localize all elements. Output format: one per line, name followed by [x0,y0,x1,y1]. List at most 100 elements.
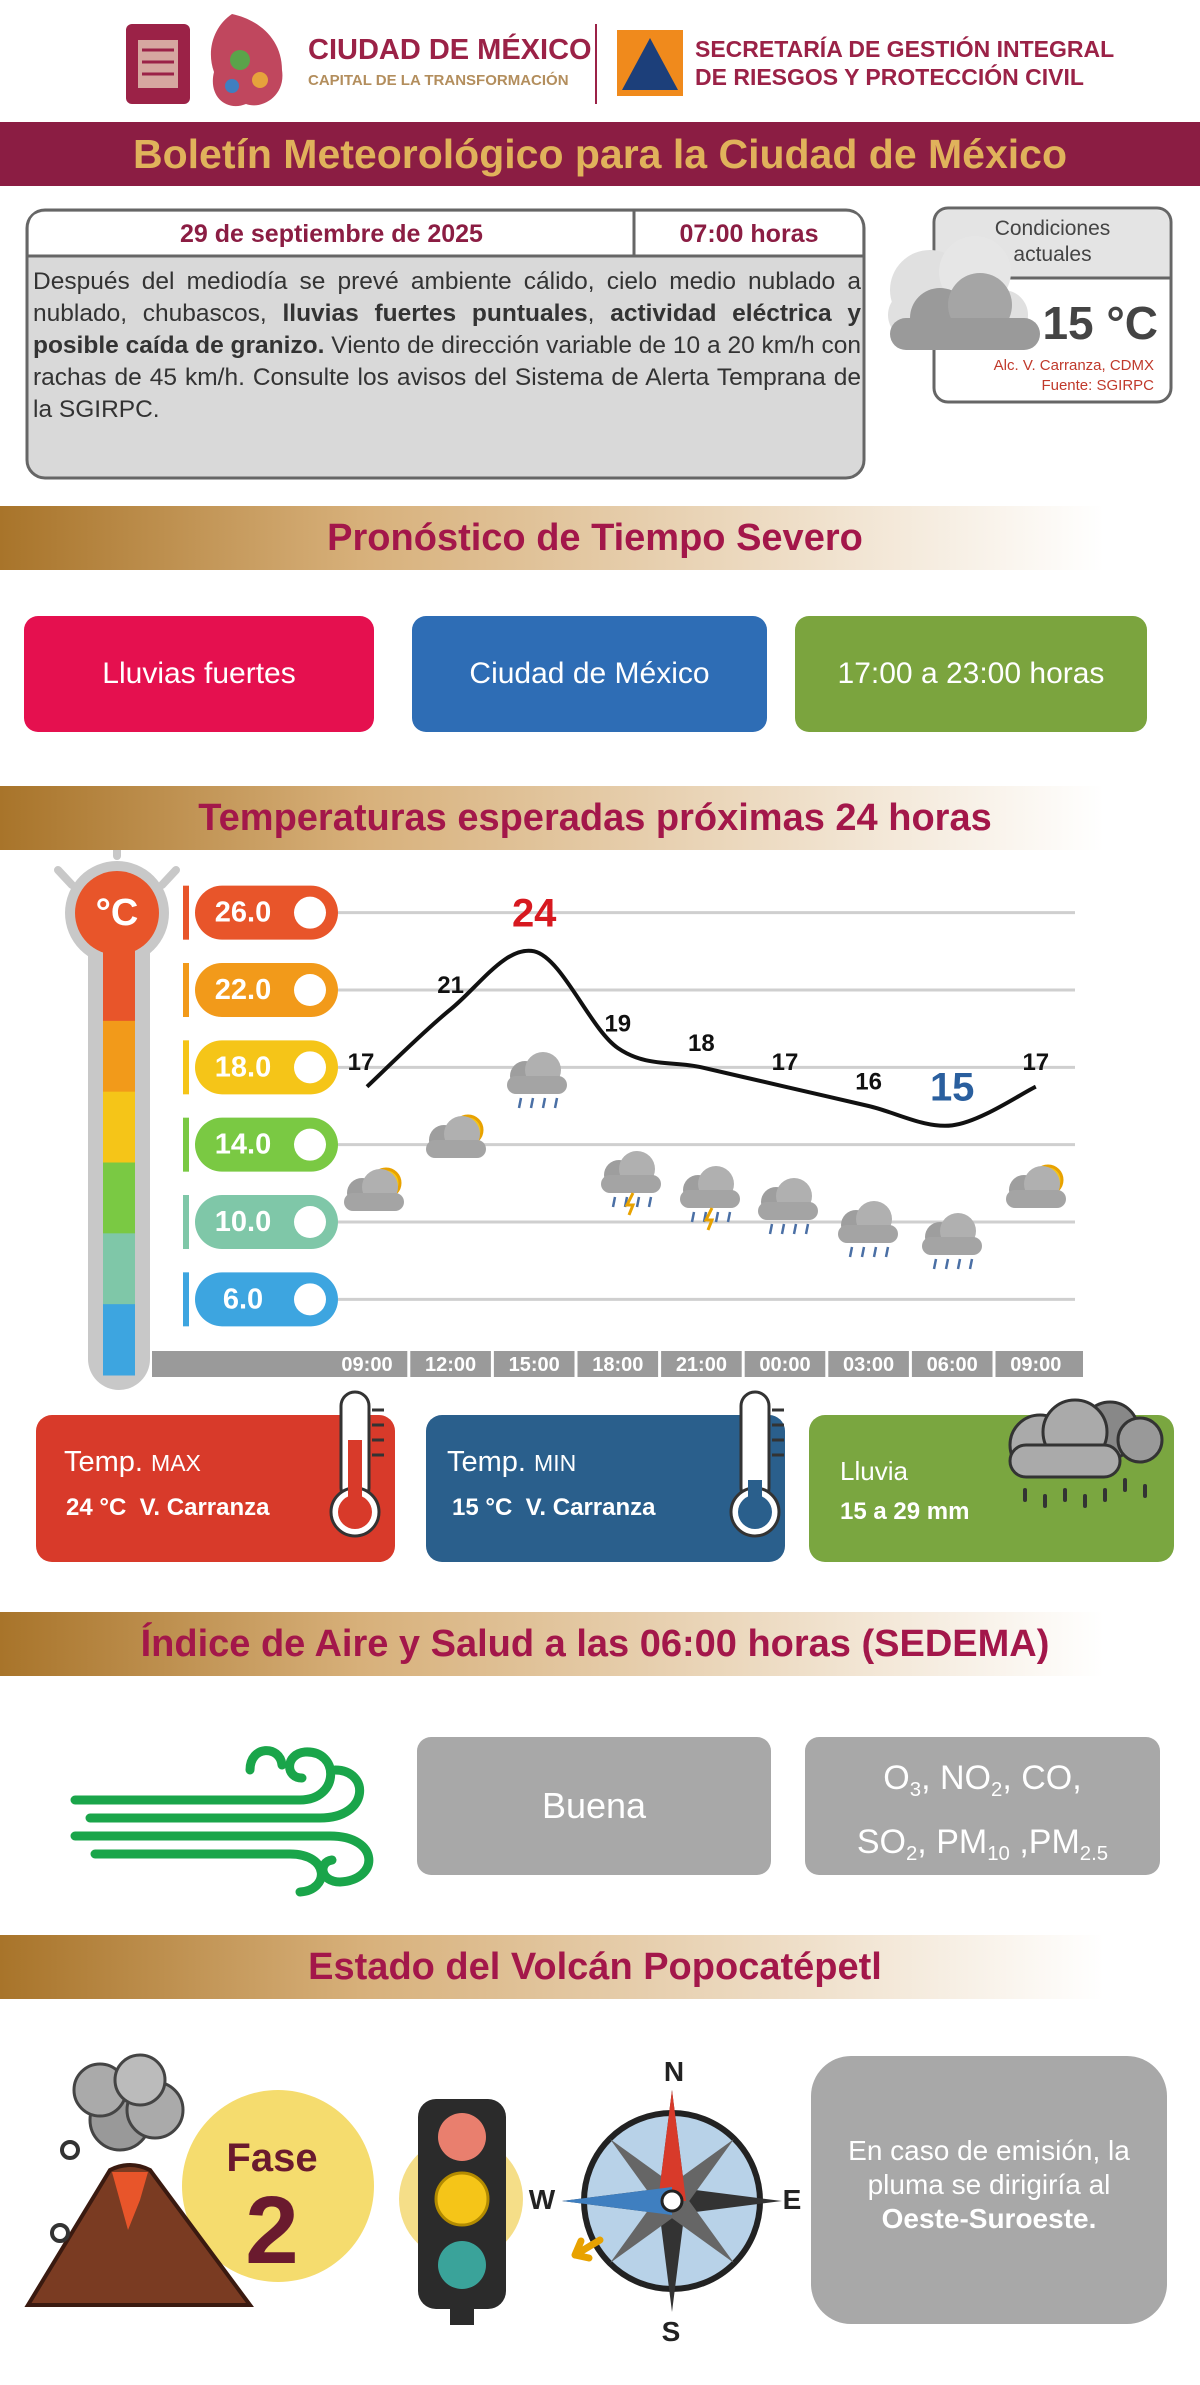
x-tick-label: 00:00 [759,1354,810,1376]
y-tick-label: 14.0 [215,1129,271,1161]
x-tick-label: 15:00 [509,1354,560,1376]
pollutant-sub: 10 [987,1843,1010,1866]
y-tick-label: 22.0 [215,974,271,1006]
min-box [426,1415,785,1562]
rain-drop [944,1258,950,1270]
severe-item: Ciudad de México [412,616,767,732]
rain-drop [780,1223,786,1235]
current-label-line: actuales [1013,243,1092,266]
rain-drop [884,1246,890,1258]
bulletin-text: Después del mediodía se prevé ambiente c… [33,266,861,426]
rain-drop [932,1258,938,1270]
rain-drop [690,1211,696,1223]
text: Después del mediodía se prevé ambiente c… [33,268,861,327]
thermometer-segment [103,1162,135,1234]
data-label: 24 [512,891,557,935]
pc-logo [617,30,683,96]
thermometer-segment [103,1091,135,1163]
temperature-line [365,948,1037,1128]
rain-drop [860,1246,866,1258]
pollutant-sub: 2.5 [1079,1843,1109,1866]
plume-text: En caso de emisión, la pluma se dirigirí… [836,2134,1142,2236]
x-tick-label: 09:00 [1010,1354,1061,1376]
data-label: 17 [772,1049,799,1076]
current-cloud [888,236,1040,350]
max-value: 24 °C V. Carranza [66,1494,270,1521]
current-label: Condiciones actuales [936,216,1169,268]
cloud-part [601,1175,661,1193]
max-box [36,1415,395,1562]
x-tick-label: 12:00 [425,1354,476,1376]
bulletin-box [25,208,866,480]
pollutant-line: O3, NO2, CO, [805,1752,1160,1816]
data-label: 21 [437,972,464,999]
rain-cloud-icon [1008,1398,1164,1508]
pollutant: , NO [921,1759,991,1797]
data-label: 19 [604,1011,631,1038]
thermometer-segment [103,1233,135,1305]
data-label: 18 [688,1030,715,1057]
y-tick-label: 18.0 [215,1051,271,1083]
y-tick-bar [183,1195,189,1249]
y-tick-dot [294,1051,326,1084]
pollutant-sub: 2 [991,1779,1003,1802]
weather-icon [1006,1164,1066,1208]
traffic-light [399,2099,523,2325]
page-title: Boletín Meteorológico para la Ciudad de … [132,131,1068,177]
thermometer-segment [103,1304,135,1376]
weather-icon [601,1151,661,1216]
compass-label: N [663,2056,685,2087]
y-tick-dot [294,1283,326,1316]
data-label: 15 [930,1065,975,1109]
text: En caso de emisión, la pluma se dirigirí… [848,2135,1130,2200]
data-label: 16 [855,1069,882,1096]
pollutant: O [883,1759,910,1797]
weather-icon [758,1178,818,1235]
section-band: Temperaturas esperadas próximas 24 horas [0,786,1200,850]
cloud-part [680,1190,740,1208]
thermometer-segment [103,950,135,1022]
unit-label: °C [96,892,139,934]
rain-drop [804,1223,810,1235]
max-label-text: Temp. [64,1446,143,1478]
pollutants: O3, NO2, CO, SO2, PM10 ,PM2.5 [805,1752,1160,1880]
min-label: Temp. MIN [447,1446,576,1479]
rain-drop [956,1258,962,1270]
rain-drop [968,1258,974,1270]
x-tick-label: 03:00 [843,1354,894,1376]
section-heading: Índice de Aire y Salud a las 06:00 horas… [140,1623,1050,1665]
rain-drop [541,1097,547,1109]
pollutant-line: SO2, PM10 ,PM2.5 [805,1816,1160,1880]
y-tick-dot [294,974,326,1006]
rain-drop [611,1196,617,1208]
x-axis-bar [152,1351,1083,1377]
x-tick-label: 06:00 [927,1354,978,1376]
volcano-icon [24,2053,374,2307]
rain-drop [714,1211,720,1223]
max-label: Temp. MAX [64,1446,201,1479]
min-qualifier: MIN [534,1450,577,1476]
city-name: CIUDAD DE MÉXICO [308,34,592,66]
chart-title: Temperaturas esperadas próximas 24 horas [198,797,992,839]
rain-drop [768,1223,774,1235]
cloud-part [344,1193,404,1211]
max-qualifier: MAX [151,1450,201,1476]
bulletin-time: 07:00 horas [679,220,819,248]
rain-drop [529,1097,535,1109]
rain-drop [517,1097,523,1109]
section-band: Estado del Volcán Popocatépetl [0,1935,1200,1999]
rain-drop [792,1223,798,1235]
x-tick-label: 18:00 [592,1354,643,1376]
pollutants-box [805,1737,1160,1875]
y-tick-bar [183,1272,189,1327]
rain-drop [647,1196,653,1208]
y-tick-bar [183,885,189,940]
bulletin-date: 29 de septiembre de 2025 [180,220,483,248]
severe-item: 17:00 a 23:00 horas [795,616,1147,732]
thermometer-segment [103,1020,135,1093]
section-heading: Estado del Volcán Popocatépetl [308,1946,882,1988]
air-quality: Buena [541,1785,647,1826]
current-label-line: Condiciones [994,217,1111,240]
